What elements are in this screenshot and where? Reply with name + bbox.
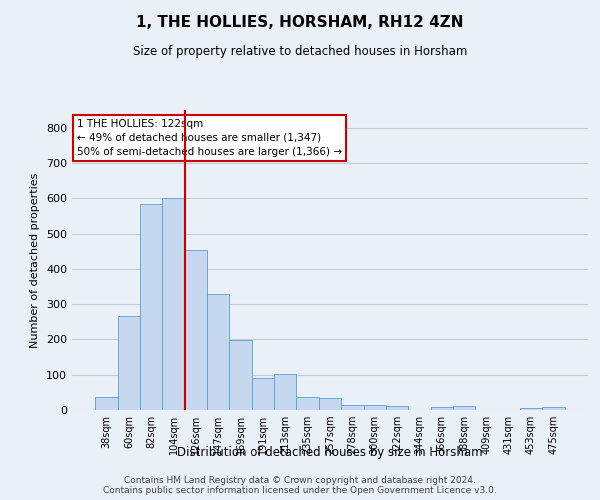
Bar — [319, 398, 341, 410]
Bar — [341, 405, 364, 410]
Bar — [274, 374, 296, 410]
Bar — [296, 396, 319, 410]
Bar — [118, 316, 140, 410]
Bar — [386, 406, 408, 410]
Text: Distribution of detached houses by size in Horsham: Distribution of detached houses by size … — [177, 446, 483, 459]
Bar — [95, 396, 118, 410]
Bar — [185, 250, 207, 410]
Bar — [520, 408, 542, 410]
Text: Contains HM Land Registry data © Crown copyright and database right 2024.
Contai: Contains HM Land Registry data © Crown c… — [103, 476, 497, 495]
Bar — [207, 294, 229, 410]
Bar — [542, 407, 565, 410]
Bar — [163, 198, 185, 410]
Bar — [252, 378, 274, 410]
Y-axis label: Number of detached properties: Number of detached properties — [31, 172, 40, 348]
Bar — [364, 405, 386, 410]
Bar — [229, 340, 252, 410]
Bar — [453, 406, 475, 410]
Text: 1, THE HOLLIES, HORSHAM, RH12 4ZN: 1, THE HOLLIES, HORSHAM, RH12 4ZN — [136, 15, 464, 30]
Text: Size of property relative to detached houses in Horsham: Size of property relative to detached ho… — [133, 45, 467, 58]
Bar — [431, 407, 453, 410]
Text: 1 THE HOLLIES: 122sqm
← 49% of detached houses are smaller (1,347)
50% of semi-d: 1 THE HOLLIES: 122sqm ← 49% of detached … — [77, 119, 342, 157]
Bar — [140, 204, 163, 410]
